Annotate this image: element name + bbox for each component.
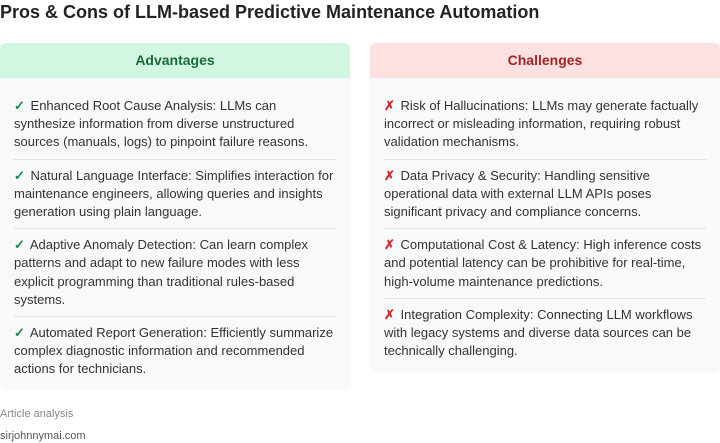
advantage-item: ✓ Enhanced Root Cause Analysis: LLMs can… [14,97,336,160]
check-icon: ✓ [14,325,25,341]
challenge-text: Risk of Hallucinations: LLMs may generat… [384,98,699,150]
advantage-item: ✓ Adaptive Anomaly Detection: Can learn … [14,236,336,318]
cross-icon: ✗ [384,306,395,322]
check-icon: ✓ [14,167,25,183]
advantage-text: Automated Report Generation: Efficiently… [14,325,334,377]
advantage-item: ✓ Natural Language Interface: Simplifies… [14,167,336,230]
cross-icon: ✗ [384,237,395,253]
advantages-card: Advantages ✓ Enhanced Root Cause Analysi… [0,43,350,390]
challenges-card: Challenges ✗ Risk of Hallucinations: LLM… [370,43,720,372]
check-icon: ✓ [14,237,25,253]
challenge-text: Computational Cost & Latency: High infer… [384,237,702,289]
advantages-list: ✓ Enhanced Root Cause Analysis: LLMs can… [0,78,350,379]
challenge-text: Integration Complexity: Connecting LLM w… [384,306,693,359]
cross-icon: ✗ [384,98,395,113]
challenge-item: ✗ Integration Complexity: Connecting LLM… [384,306,706,361]
footer-site: sirjohnnymai.com [0,430,86,442]
page-title: Pros & Cons of LLM-based Predictive Main… [0,2,540,22]
cross-icon: ✗ [384,167,395,183]
advantage-text: Natural Language Interface: Simplifies i… [14,167,334,220]
advantage-item: ✓ Automated Report Generation: Efficient… [14,324,336,379]
advantages-heading: Advantages [0,43,350,78]
advantage-text: Enhanced Root Cause Analysis: LLMs can s… [14,98,309,150]
challenge-item: ✗ Data Privacy & Security: Handling sens… [384,167,706,230]
challenge-item: ✗ Risk of Hallucinations: LLMs may gener… [384,97,706,160]
footer-source: Article analysis [0,408,74,420]
challenge-text: Data Privacy & Security: Handling sensit… [384,167,652,220]
challenges-heading: Challenges [370,43,720,78]
advantage-text: Adaptive Anomaly Detection: Can learn co… [14,237,309,307]
check-icon: ✓ [14,98,25,113]
challenge-item: ✗ Computational Cost & Latency: High inf… [384,236,706,299]
challenges-list: ✗ Risk of Hallucinations: LLMs may gener… [370,78,720,360]
